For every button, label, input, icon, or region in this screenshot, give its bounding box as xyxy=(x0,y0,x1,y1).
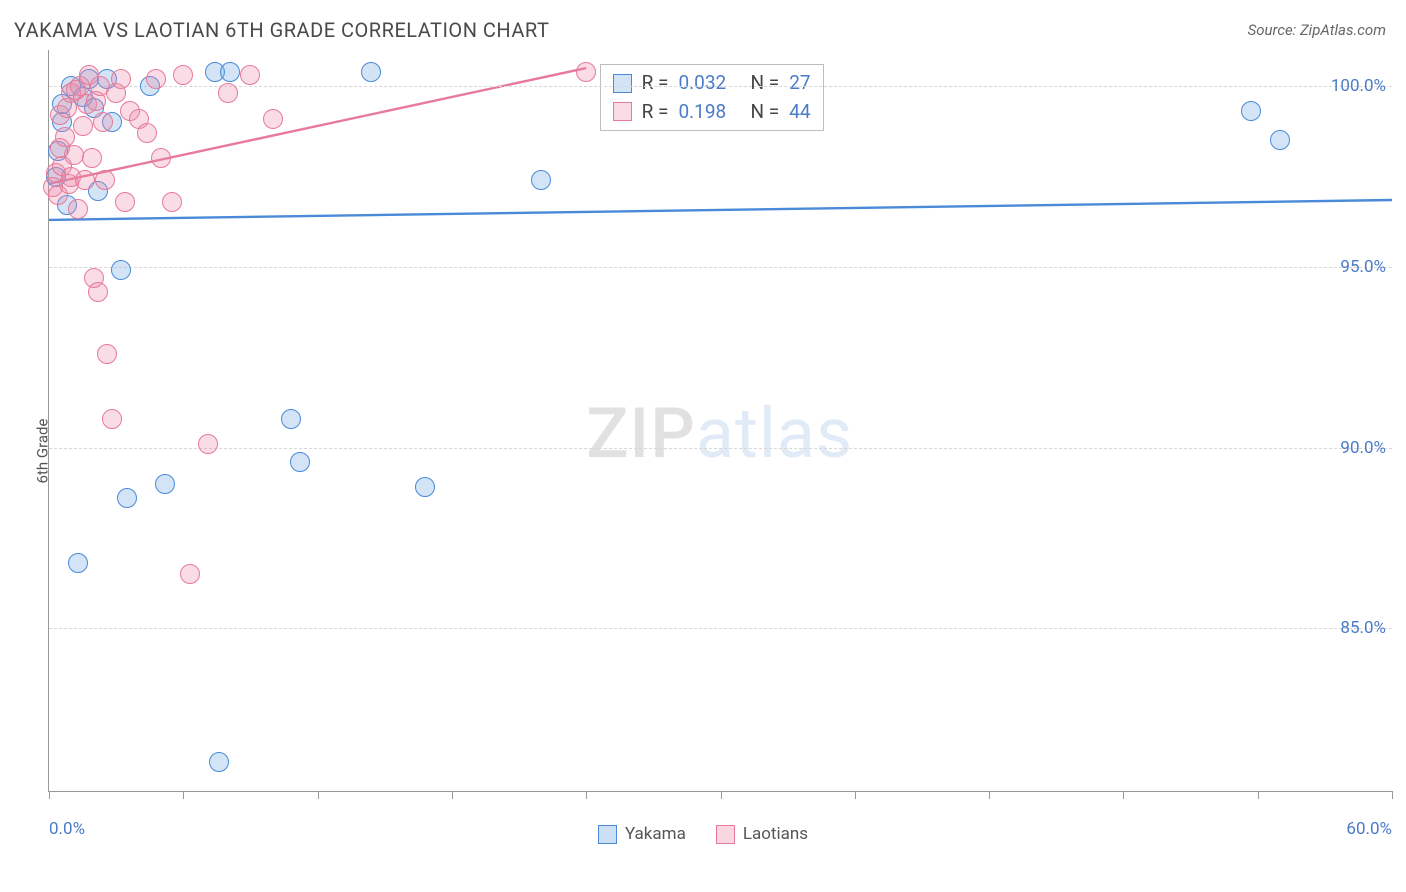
data-point xyxy=(173,65,193,85)
data-point xyxy=(68,199,88,219)
stat-r-label: R = xyxy=(642,69,669,98)
legend-swatch xyxy=(598,825,617,844)
stats-row: R = 0.198 N = 44 xyxy=(613,98,811,127)
chart-source: Source: ZipAtlas.com xyxy=(1248,21,1386,39)
data-point xyxy=(180,564,200,584)
data-point xyxy=(68,553,88,573)
data-point xyxy=(55,127,75,147)
chart-header: YAKAMA VS LAOTIAN 6TH GRADE CORRELATION … xyxy=(0,0,1406,42)
x-tick xyxy=(1392,791,1393,799)
data-point xyxy=(162,192,182,212)
legend-label: Yakama xyxy=(625,824,686,844)
data-point xyxy=(137,123,157,143)
x-tick xyxy=(1258,791,1259,799)
data-point xyxy=(111,260,131,280)
data-point xyxy=(93,112,113,132)
trend-lines xyxy=(49,50,1392,791)
stat-n-label: N = xyxy=(750,69,779,98)
stats-row: R = 0.032 N = 27 xyxy=(613,69,811,98)
legend-item: Yakama xyxy=(598,824,686,844)
legend-swatch xyxy=(716,825,735,844)
stat-r-value: 0.198 xyxy=(678,98,740,127)
trend-line xyxy=(49,200,1392,220)
gridline xyxy=(49,86,1392,87)
watermark-part1: ZIP xyxy=(586,393,696,475)
x-tick xyxy=(318,791,319,799)
data-point xyxy=(151,148,171,168)
data-point xyxy=(1270,130,1290,150)
y-tick-label: 95.0% xyxy=(1340,257,1386,277)
stat-n-value: 44 xyxy=(789,98,810,127)
gridline xyxy=(49,628,1392,629)
x-tick xyxy=(452,791,453,799)
y-tick-label: 90.0% xyxy=(1340,438,1386,458)
x-tick xyxy=(855,791,856,799)
data-point xyxy=(64,145,84,165)
data-point xyxy=(209,752,229,772)
watermark: ZIPatlas xyxy=(586,393,853,475)
x-tick xyxy=(721,791,722,799)
watermark-part2: atlas xyxy=(696,393,853,475)
data-point xyxy=(220,62,240,82)
stat-r-value: 0.032 xyxy=(678,69,740,98)
data-point xyxy=(415,477,435,497)
data-point xyxy=(361,62,381,82)
data-point xyxy=(263,109,283,129)
stats-box: R = 0.032 N = 27 R = 0.198 N = 44 xyxy=(600,64,824,131)
legend-item: Laotians xyxy=(716,824,808,844)
legend-label: Laotians xyxy=(743,824,808,844)
data-point xyxy=(95,170,115,190)
gridline xyxy=(49,448,1392,449)
data-point xyxy=(531,170,551,190)
data-point xyxy=(102,409,122,429)
data-point xyxy=(290,452,310,472)
y-tick-label: 100.0% xyxy=(1331,76,1386,96)
data-point xyxy=(115,192,135,212)
chart-area: 6th Grade ZIPatlas R =0.032N =27R =0.198… xyxy=(14,50,1392,852)
x-tick xyxy=(49,791,50,799)
data-point xyxy=(75,170,95,190)
data-point xyxy=(88,282,108,302)
data-point xyxy=(1241,101,1261,121)
data-point xyxy=(198,434,218,454)
y-tick-label: 85.0% xyxy=(1340,618,1386,638)
data-point xyxy=(111,69,131,89)
data-point xyxy=(576,62,596,82)
series-swatch xyxy=(613,102,632,121)
data-point xyxy=(146,69,166,89)
stat-n-value: 27 xyxy=(789,69,810,98)
data-point xyxy=(82,148,102,168)
data-point xyxy=(73,116,93,136)
x-tick xyxy=(183,791,184,799)
x-tick xyxy=(1123,791,1124,799)
plot-region: ZIPatlas R = 0.032 N = 27 R = 0.198 N = 44 85.0… xyxy=(48,50,1392,792)
series-swatch xyxy=(613,74,632,93)
x-tick xyxy=(989,791,990,799)
data-point xyxy=(240,65,260,85)
data-point xyxy=(155,474,175,494)
data-point xyxy=(97,344,117,364)
stat-n-label: N = xyxy=(750,98,779,127)
gridline xyxy=(49,267,1392,268)
data-point xyxy=(218,83,238,103)
x-tick xyxy=(586,791,587,799)
chart-title: YAKAMA VS LAOTIAN 6TH GRADE CORRELATION … xyxy=(14,18,549,42)
data-point xyxy=(117,488,137,508)
legend: Yakama Laotians xyxy=(14,824,1392,844)
data-point xyxy=(281,409,301,429)
stat-r-label: R = xyxy=(642,98,669,127)
